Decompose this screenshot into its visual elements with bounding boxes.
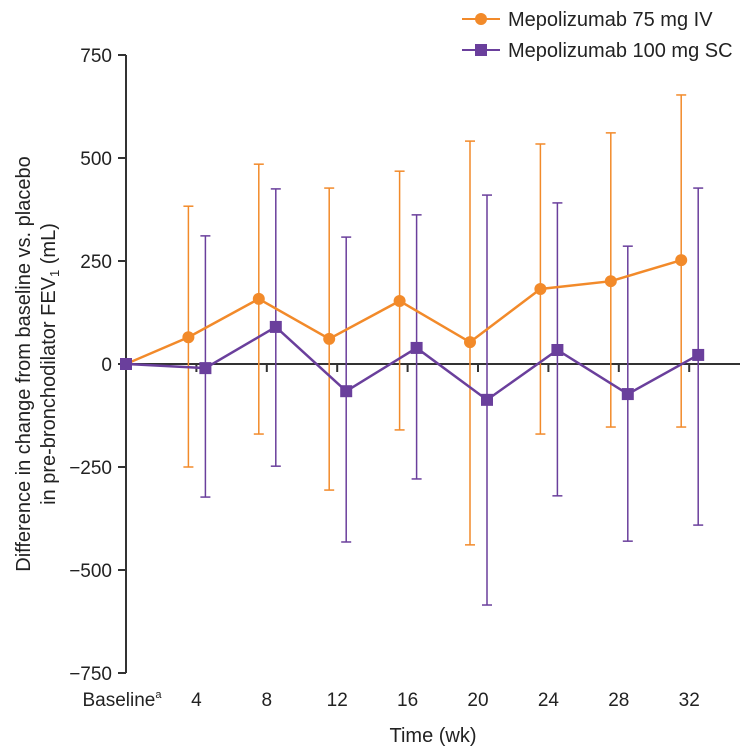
- y-tick-label: 250: [80, 252, 112, 273]
- legend: Mepolizumab 75 mg IV Mepolizumab 100 mg …: [462, 9, 733, 62]
- legend-label-sc: Mepolizumab 100 mg SC: [508, 40, 733, 62]
- data-point: [182, 331, 195, 344]
- data-point: [410, 341, 423, 354]
- data-point: [481, 393, 493, 406]
- x-tick-label: 16: [397, 690, 418, 711]
- data-point: [252, 292, 265, 305]
- data-point: [692, 348, 705, 361]
- data-point: [534, 283, 547, 296]
- data-point: [464, 336, 476, 349]
- data-point: [393, 294, 406, 307]
- y-tick-label: −250: [69, 458, 112, 479]
- legend-label-iv: Mepolizumab 75 mg IV: [508, 9, 713, 31]
- x-tick-label: 20: [467, 690, 488, 711]
- series-line: [125, 258, 682, 366]
- y-axis-label-line1: Difference in change from baseline vs. p…: [13, 156, 35, 571]
- legend-marker-iv: [475, 13, 487, 25]
- y-tick-label: −750: [69, 664, 112, 685]
- data-point: [604, 275, 617, 288]
- x-tick-label: Baselinea: [82, 689, 162, 711]
- data-point: [675, 254, 688, 267]
- y-axis-label-line2: in pre-bronchodilator FEV1 (mL): [38, 223, 62, 505]
- legend-marker-sc: [475, 44, 487, 56]
- x-tick-label: 24: [538, 690, 560, 711]
- x-tick-label: 8: [262, 690, 273, 711]
- x-tick-label: 28: [608, 690, 629, 711]
- data-point: [621, 388, 634, 401]
- y-tick-label: 0: [101, 355, 112, 376]
- data-point: [199, 362, 212, 375]
- data-point: [269, 320, 282, 333]
- data-point: [340, 385, 353, 398]
- x-tick-label: 32: [679, 690, 700, 711]
- y-tick-label: 750: [80, 46, 112, 67]
- x-axis-label: Time (wk): [389, 725, 476, 747]
- x-tick-label: 4: [191, 690, 202, 711]
- y-tick-label: 500: [80, 149, 112, 170]
- data-point: [323, 332, 336, 345]
- x-tick-label: 12: [327, 690, 348, 711]
- data-point: [551, 343, 564, 356]
- data-point: [120, 358, 132, 370]
- y-tick-label: −500: [69, 561, 112, 582]
